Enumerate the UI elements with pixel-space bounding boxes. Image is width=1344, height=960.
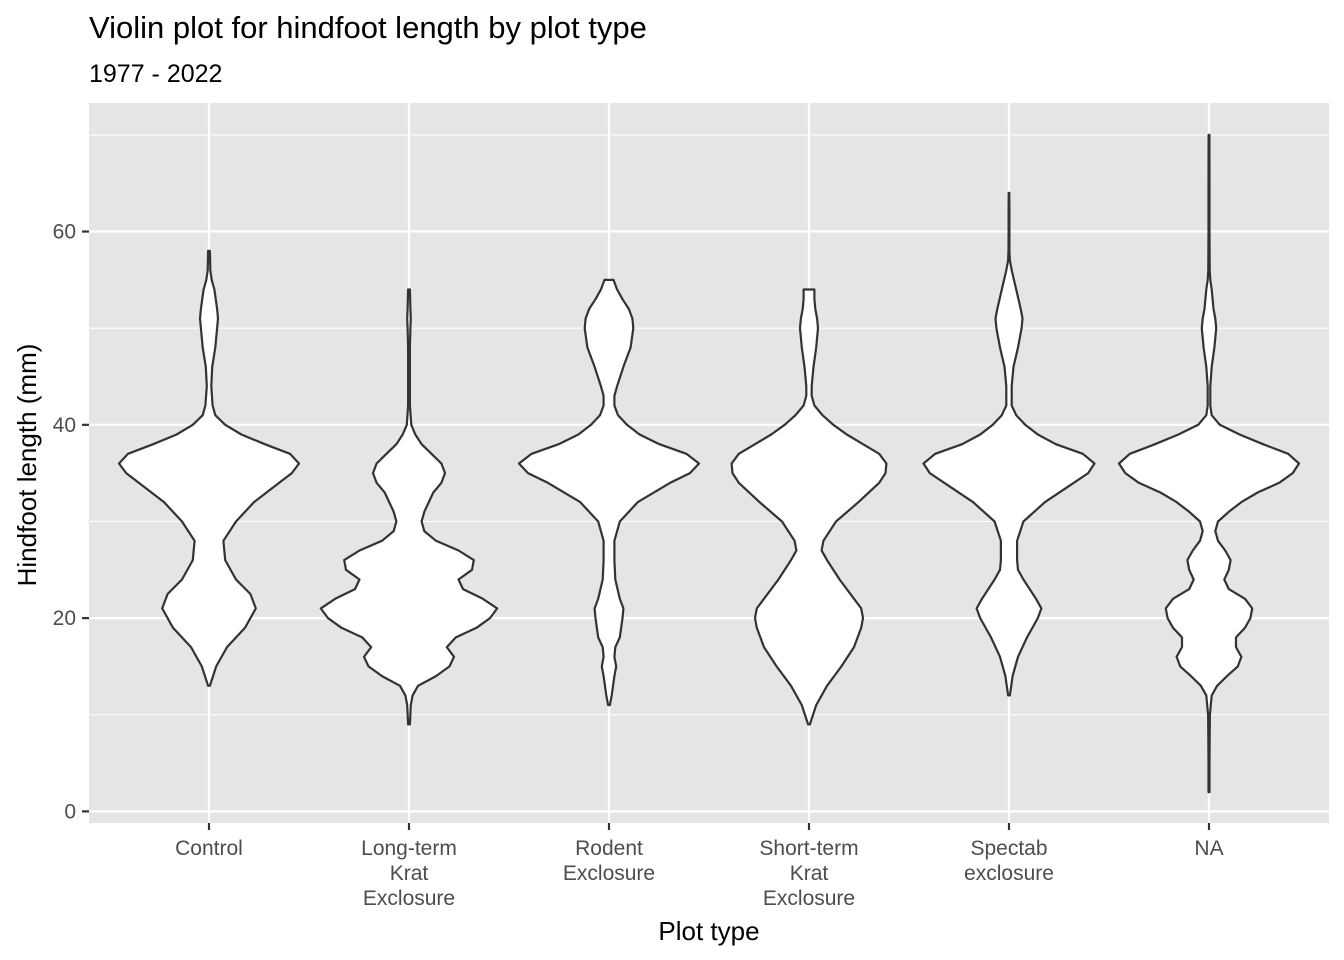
- x-tick-label: Rodent Exclosure: [563, 837, 655, 885]
- violin-long-term-krat-exclosure: [319, 288, 499, 726]
- violin-short-term-krat-exclosure: [730, 288, 888, 726]
- x-tick-label: Long-term Krat Exclosure: [361, 837, 457, 910]
- y-axis: 0 20 40 60: [53, 221, 89, 823]
- chart-subtitle: 1977 - 2022: [89, 60, 222, 88]
- y-tick-label: 60: [53, 221, 76, 244]
- y-tick-label: 0: [64, 800, 76, 823]
- violin-control: [117, 249, 301, 687]
- x-axis-title: Plot type: [658, 916, 759, 946]
- x-tick-label: NA: [1194, 837, 1223, 860]
- violin-na: [1117, 133, 1301, 794]
- violin-spectab-exclosure: [922, 191, 1096, 697]
- violin-rodent-exclosure: [517, 278, 701, 707]
- y-tick-label: 20: [53, 607, 76, 630]
- x-tick-label: Short-term Krat Exclosure: [759, 837, 858, 910]
- x-tick-label: Spectab exclosure: [964, 837, 1054, 885]
- x-axis: Control Long-term Krat Exclosure Rodent Exclo…: [175, 823, 1224, 910]
- y-axis-title: Hindfoot length (mm): [12, 344, 42, 587]
- chart-title: Violin plot for hindfoot length by plot …: [89, 10, 647, 45]
- x-tick-label: Control: [175, 837, 243, 860]
- minor-gridlines: [89, 134, 1329, 716]
- y-tick-label: 40: [53, 414, 76, 437]
- violins: [117, 133, 1301, 794]
